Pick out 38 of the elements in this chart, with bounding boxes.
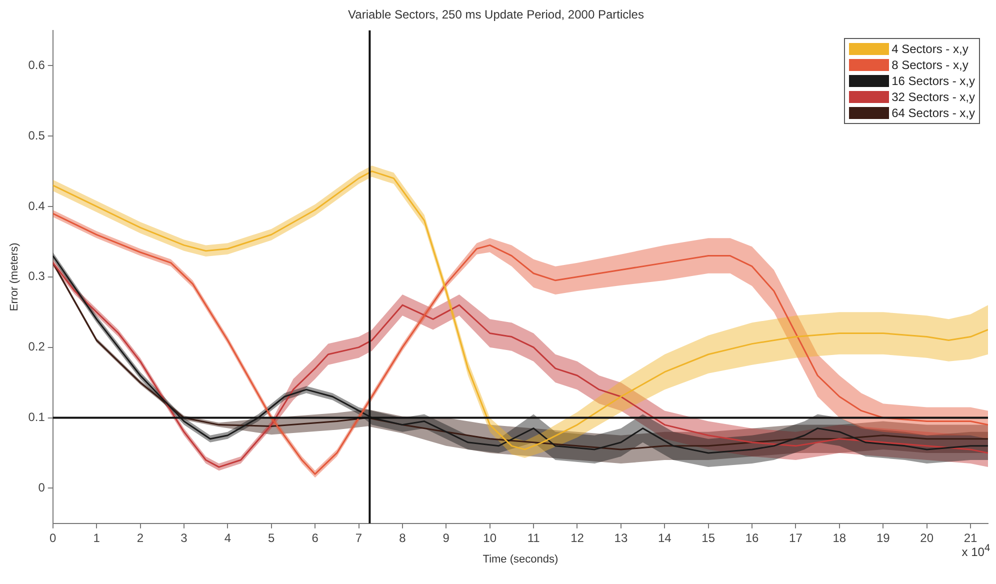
- x-tick-label: 19: [876, 530, 890, 545]
- x-tick-label: 2: [136, 530, 144, 545]
- x-tick-label: 10: [483, 530, 497, 545]
- y-tick-label: 0.5: [28, 128, 46, 142]
- y-tick-label: 0.6: [28, 58, 46, 72]
- x-tick-label: 0: [50, 530, 57, 545]
- x-tick-label: 7: [355, 530, 362, 545]
- x-tick-label: 9: [442, 530, 450, 545]
- y-axis-title: Error (meters): [8, 242, 21, 312]
- x-tick-label: 6: [312, 530, 319, 545]
- x-tick-label: 4: [224, 530, 232, 545]
- x-tick-label: 8: [399, 530, 406, 545]
- x-tick-label: 17: [789, 530, 803, 545]
- chart-title: Variable Sectors, 250 ms Update Period, 2000 Particles: [348, 8, 644, 22]
- y-tick-label: 0: [38, 480, 46, 494]
- x-tick-label: 18: [832, 530, 846, 545]
- x-tick-label: 13: [614, 530, 628, 545]
- text: x 10$^{4}$: [962, 543, 990, 560]
- y-tick-label: 0.2: [28, 340, 46, 354]
- x-tick-label: 12: [570, 530, 584, 545]
- y-tick-label: 0.3: [28, 269, 46, 284]
- y-tick-label: 0.1: [28, 410, 46, 424]
- legend-label: 4 Sectors - x,y: [892, 42, 968, 56]
- x-tick-label: 21: [964, 530, 978, 545]
- x-axis-title: Time (seconds): [482, 553, 558, 566]
- x-tick-label: 14: [658, 530, 672, 545]
- x-tick-label: 3: [180, 530, 188, 545]
- x-tick-label: 1: [93, 530, 100, 545]
- x-tick-label: 11: [527, 530, 540, 545]
- legend-label: 32 Sectors - x,y: [892, 90, 975, 104]
- legend-label: 64 Sectors - x,y: [892, 106, 975, 120]
- x-tick-label: 5: [268, 530, 276, 545]
- x-tick-label: 20: [920, 530, 934, 545]
- x-tick-label: 15: [702, 530, 716, 545]
- legend-label: 16 Sectors - x,y: [892, 74, 975, 88]
- y-tick-label: 0.4: [28, 198, 46, 213]
- legend-label: 8 Sectors - x,y: [892, 58, 968, 72]
- x-tick-label: 16: [745, 530, 760, 545]
